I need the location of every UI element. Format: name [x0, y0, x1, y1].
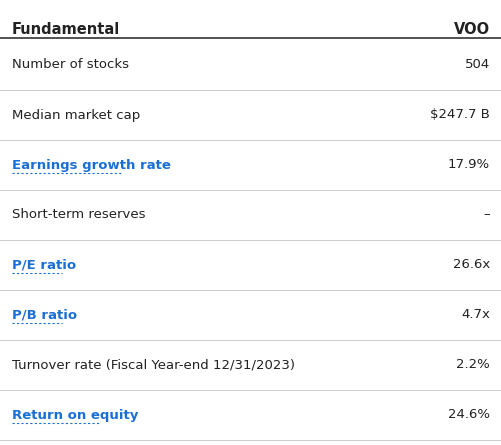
Text: 2.2%: 2.2%: [455, 359, 489, 372]
Text: 26.6x: 26.6x: [452, 259, 489, 271]
Text: Fundamental: Fundamental: [12, 22, 120, 37]
Text: 17.9%: 17.9%: [447, 158, 489, 171]
Text: P/B ratio: P/B ratio: [12, 308, 77, 321]
Text: Turnover rate (Fiscal Year-end 12/31/2023): Turnover rate (Fiscal Year-end 12/31/202…: [12, 359, 295, 372]
Text: Median market cap: Median market cap: [12, 109, 140, 121]
Text: –: –: [482, 209, 489, 222]
Text: 504: 504: [464, 58, 489, 72]
Text: 24.6%: 24.6%: [447, 409, 489, 421]
Text: 4.7x: 4.7x: [460, 308, 489, 321]
Text: Earnings growth rate: Earnings growth rate: [12, 158, 170, 171]
Text: Return on equity: Return on equity: [12, 409, 138, 421]
Text: VOO: VOO: [453, 22, 489, 37]
Text: $247.7 B: $247.7 B: [429, 109, 489, 121]
Text: Number of stocks: Number of stocks: [12, 58, 129, 72]
Text: P/E ratio: P/E ratio: [12, 259, 76, 271]
Text: Short-term reserves: Short-term reserves: [12, 209, 145, 222]
